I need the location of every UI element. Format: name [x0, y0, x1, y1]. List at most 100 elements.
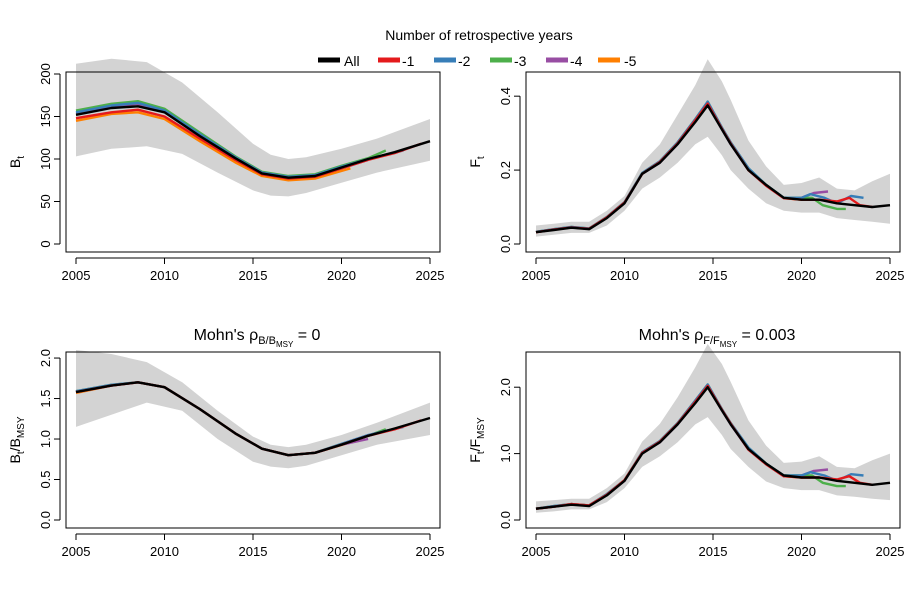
y-label-sub: t	[476, 156, 487, 159]
legend-entry: -4	[546, 53, 583, 69]
legend-label: -4	[570, 53, 583, 69]
x-tick-label: 2025	[876, 544, 905, 559]
title-suffix: = 0	[293, 327, 320, 344]
x-tick-label: 2005	[62, 268, 91, 283]
x-tick-label: 2015	[239, 544, 268, 559]
y-label-sub: t	[16, 156, 27, 159]
panel-BBmsy: 2005 2010 2015 2020 20250.00.51.01.52.0Bt/BM…	[7, 327, 444, 559]
series-line--5	[75, 111, 351, 182]
y-tick-label: 1.0	[498, 445, 513, 463]
y-label-main: F	[467, 159, 483, 168]
y-tick-label: 0.0	[498, 511, 513, 529]
x-tick-label: 2015	[699, 544, 728, 559]
x-tick-label: 2010	[610, 268, 639, 283]
x-tick-label: 2020	[327, 544, 356, 559]
x-tick-label: 2020	[327, 268, 356, 283]
title-prefix: Mohn's ρ	[194, 327, 259, 344]
series-line-All	[75, 381, 431, 457]
plot-frame	[525, 351, 901, 529]
title-sub-div-sub: MSY	[720, 340, 738, 349]
legend-title: Number of retrospective years	[385, 27, 573, 43]
y-tick-label: 2.0	[38, 349, 53, 367]
panel-B: 2005 2010 2015 2020 2025 0 50 100 150 200 Bt	[7, 58, 445, 283]
panel-FFmsy: 2005 2010 2015 2020 20250.01.02.0Ft/FMSYMohn…	[467, 327, 904, 559]
y-tick-label: 100	[38, 148, 53, 170]
legend-entry: -1	[378, 53, 415, 69]
title-prefix: Mohn's ρ	[639, 327, 704, 344]
legend-label: -1	[402, 53, 415, 69]
y-axis-label: Ft	[467, 156, 487, 168]
y-tick-label: 0.4	[498, 87, 513, 105]
title-sub-slash: /	[710, 335, 714, 347]
x-tick-label: 2010	[150, 544, 179, 559]
y-label-main: B	[7, 454, 23, 463]
y-label-div: F	[467, 439, 483, 448]
plot-frame	[525, 71, 901, 253]
y-axis-label: Bt	[7, 156, 27, 168]
y-label-div: B	[7, 438, 23, 447]
confidence-band	[76, 58, 430, 197]
y-tick-label: 1.0	[38, 430, 53, 448]
y-label-slash: /	[467, 447, 483, 451]
y-axis-label: Ft/FMSY	[467, 417, 487, 463]
legend-entries: All -1 -2 -3 -4 -5	[318, 53, 637, 69]
title-sub-div: B	[269, 335, 276, 347]
series-line-All	[75, 105, 431, 179]
y-label-main: F	[467, 454, 483, 463]
y-tick-label: 0.2	[498, 161, 513, 179]
legend: Number of retrospective years All -1 -2 -3 -…	[318, 27, 637, 69]
series-line-All	[535, 104, 891, 234]
y-label-sub: t	[476, 451, 487, 454]
y-label-sub: t	[16, 451, 27, 454]
y-axis-label: Bt/BMSY	[7, 416, 27, 463]
x-tick-label: 2005	[522, 268, 551, 283]
y-tick-label: 0.5	[38, 470, 53, 488]
y-label-div-sub: MSY	[16, 416, 27, 438]
x-tick-label: 2015	[239, 268, 268, 283]
y-tick-label: 2.0	[498, 378, 513, 396]
y-label-main: B	[7, 159, 23, 168]
confidence-band	[536, 59, 890, 237]
title-sub-div-sub: MSY	[276, 340, 294, 349]
y-label-div-sub: MSY	[476, 417, 487, 439]
legend-entry: -3	[490, 53, 527, 69]
series-line--5	[535, 384, 811, 510]
y-tick-label: 0.0	[38, 511, 53, 529]
y-tick-label: 200	[38, 63, 53, 85]
title-sub-div: F	[713, 335, 720, 347]
y-tick-label: 1.5	[38, 389, 53, 407]
legend-label: -3	[514, 53, 527, 69]
title-sub-main: F	[703, 335, 710, 347]
confidence-band	[536, 344, 890, 513]
y-label-slash: /	[7, 447, 23, 451]
legend-label: -5	[624, 53, 637, 69]
legend-entry: -2	[434, 53, 471, 69]
y-tick-label: 50	[38, 194, 53, 208]
confidence-band	[76, 350, 430, 469]
title-sub-main: B	[258, 335, 265, 347]
x-tick-label: 2015	[699, 268, 728, 283]
legend-label: All	[344, 53, 360, 69]
x-tick-label: 2025	[416, 544, 445, 559]
y-tick-label: 150	[38, 106, 53, 128]
x-tick-label: 2025	[416, 268, 445, 283]
plot-frame	[65, 71, 441, 253]
title-suffix: = 0.003	[737, 327, 795, 344]
legend-label: -2	[458, 53, 471, 69]
x-tick-label: 2020	[787, 544, 816, 559]
x-tick-label: 2005	[522, 544, 551, 559]
plot-frame	[65, 351, 441, 529]
y-tick-label: 0	[38, 240, 53, 247]
x-tick-label: 2005	[62, 544, 91, 559]
x-tick-label: 2025	[876, 268, 905, 283]
x-tick-label: 2010	[150, 268, 179, 283]
series-line-All	[535, 386, 891, 510]
x-tick-label: 2010	[610, 544, 639, 559]
x-tick-label: 2020	[787, 268, 816, 283]
panel-title: Mohn's ρB/BMSY = 0	[194, 327, 321, 349]
title-sub-slash: /	[266, 335, 270, 347]
legend-entry: -5	[598, 53, 637, 69]
